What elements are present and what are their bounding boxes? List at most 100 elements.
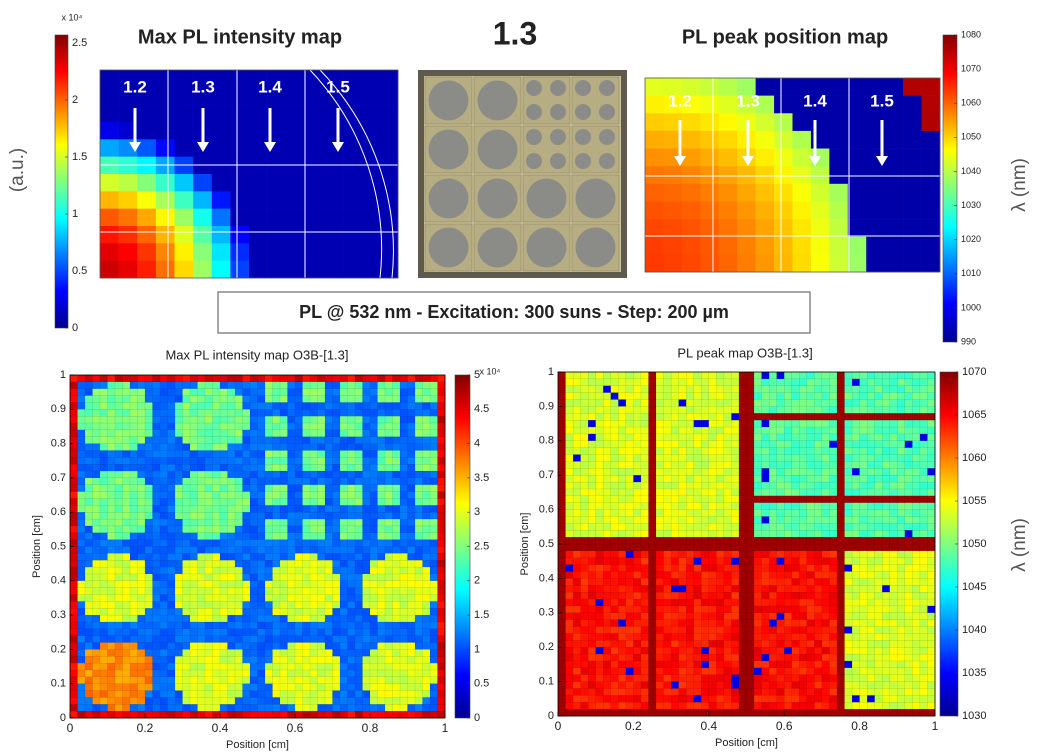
heatmap-cell <box>746 674 755 683</box>
heatmap-cell <box>723 674 732 683</box>
heatmap-cell <box>317 560 326 568</box>
heatmap-cell <box>903 201 922 220</box>
heatmap-cell <box>309 422 318 431</box>
heatmap-cell <box>422 614 431 623</box>
heatmap-cell <box>670 564 680 572</box>
heatmap-cell <box>342 122 362 140</box>
heatmap-cell <box>648 543 657 552</box>
heatmap-cell <box>678 605 687 614</box>
heatmap-cell <box>829 399 838 407</box>
heatmap-cell <box>753 475 763 483</box>
heatmap-cell <box>633 406 642 414</box>
heatmap-cell <box>903 95 922 114</box>
heatmap-cell <box>437 532 446 541</box>
heatmap-cell <box>354 464 363 472</box>
heatmap-cell <box>92 560 101 568</box>
heatmap-cell <box>212 614 221 623</box>
heatmap-cell <box>731 495 740 504</box>
heatmap-cell <box>197 422 206 431</box>
heatmap-cell <box>332 546 341 554</box>
heatmap-cell <box>347 416 356 424</box>
heatmap-cell <box>738 468 747 476</box>
heatmap-cell <box>294 566 303 575</box>
heatmap-cell <box>159 505 168 513</box>
heatmap-cell <box>189 546 198 554</box>
heatmap-cell <box>693 708 702 717</box>
heatmap-cell <box>392 457 401 465</box>
heatmap-cell <box>701 702 710 710</box>
heatmap-cell <box>304 191 324 209</box>
heatmap-cell <box>323 243 343 261</box>
heatmap-cell <box>279 532 288 541</box>
colorbar <box>54 34 69 329</box>
heatmap-cell <box>437 512 446 520</box>
heatmap-cell <box>137 546 146 554</box>
heatmap-cell <box>242 676 251 685</box>
heatmap-cell <box>618 433 627 442</box>
heatmap-cell <box>557 633 566 641</box>
heatmap-cell <box>159 539 168 547</box>
heatmap-cell <box>422 395 431 403</box>
heatmap-cell <box>768 633 778 641</box>
heatmap-cell <box>287 484 296 493</box>
heatmap-cell <box>77 512 86 520</box>
heatmap-cell <box>701 536 710 545</box>
heatmap-cell <box>384 649 393 657</box>
heatmap-cell <box>379 208 399 227</box>
heatmap-cell <box>369 484 378 493</box>
heatmap-cell <box>212 594 221 602</box>
heatmap-cell <box>738 681 747 689</box>
heatmap-cell <box>342 260 362 279</box>
heatmap-cell <box>678 598 687 607</box>
heatmap-cell <box>354 416 363 424</box>
heatmap-cell <box>399 477 408 486</box>
heatmap-cell <box>625 550 634 559</box>
heatmap-cell <box>829 550 838 559</box>
heatmap-cell <box>249 642 258 650</box>
heatmap-cell <box>69 669 78 678</box>
heatmap-cell <box>791 502 800 511</box>
heatmap-cell <box>342 191 362 209</box>
heatmap-cell <box>678 440 687 449</box>
heatmap-cell <box>866 113 885 132</box>
heatmap-cell <box>362 402 371 410</box>
heatmap-cell <box>212 464 221 472</box>
heatmap-cell <box>392 642 401 650</box>
heatmap-cell <box>645 201 664 220</box>
heatmap-cell <box>219 621 228 630</box>
heatmap-cell <box>129 621 138 630</box>
heatmap-cell <box>174 498 183 506</box>
heatmap-cell <box>580 481 589 490</box>
heatmap-cell <box>603 509 612 517</box>
heatmap-cell <box>182 683 191 692</box>
heatmap-cell <box>122 512 131 520</box>
heatmap-cell <box>784 702 793 710</box>
heatmap-cell <box>137 208 157 227</box>
heatmap-cell <box>212 512 221 520</box>
heatmap-cell <box>610 426 619 435</box>
heatmap-cell <box>249 662 258 671</box>
heatmap-cell <box>761 495 770 504</box>
heatmap-cell <box>686 536 695 545</box>
heatmap-cell <box>323 226 343 244</box>
heatmap-cell <box>182 518 191 527</box>
heatmap-cell <box>625 633 634 641</box>
heatmap-cell <box>189 553 198 561</box>
heatmap-cell <box>122 642 131 650</box>
heatmap-cell <box>746 578 755 586</box>
heatmap-cell <box>791 523 800 531</box>
heatmap-cell <box>806 688 815 696</box>
heatmap-cell <box>884 148 904 167</box>
heatmap-cell <box>595 447 604 456</box>
heatmap-cell <box>844 564 853 572</box>
heatmap-cell <box>753 640 763 648</box>
heatmap-cell <box>768 426 778 435</box>
heatmap-cell <box>309 656 318 664</box>
heatmap-cell <box>708 578 717 586</box>
heatmap-cell <box>799 578 808 586</box>
heatmap-cell <box>399 710 408 719</box>
heatmap-cell <box>384 662 393 671</box>
heatmap-cell <box>354 512 363 520</box>
heatmap-cell <box>670 509 680 517</box>
heatmap-cell <box>565 550 574 559</box>
